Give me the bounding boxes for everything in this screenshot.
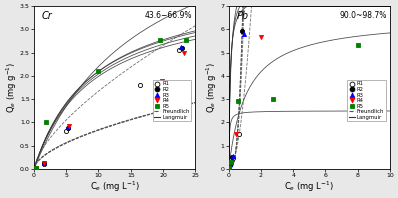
Text: 43.6−66.9%: 43.6−66.9%: [144, 11, 192, 20]
Text: 90.0~98.7%: 90.0~98.7%: [339, 11, 387, 20]
Legend: R1, R2, R3, R4, R5, Freundlich, Langmuir: R1, R2, R3, R4, R5, Freundlich, Langmuir: [347, 80, 386, 121]
Text: Pb: Pb: [237, 11, 249, 21]
X-axis label: C$_e$ (mg L$^{-1}$): C$_e$ (mg L$^{-1}$): [90, 179, 140, 194]
X-axis label: C$_e$ (mg L$^{-1}$): C$_e$ (mg L$^{-1}$): [284, 179, 334, 194]
Y-axis label: Q$_e$ (mg g$^{-1}$): Q$_e$ (mg g$^{-1}$): [4, 62, 19, 113]
Text: Cr: Cr: [42, 11, 53, 21]
Y-axis label: Q$_e$ (mg g$^{-1}$): Q$_e$ (mg g$^{-1}$): [205, 62, 219, 113]
Legend: R1, R2, R3, R4, R5, Freundlich, Langmuir: R1, R2, R3, R4, R5, Freundlich, Langmuir: [152, 80, 191, 121]
